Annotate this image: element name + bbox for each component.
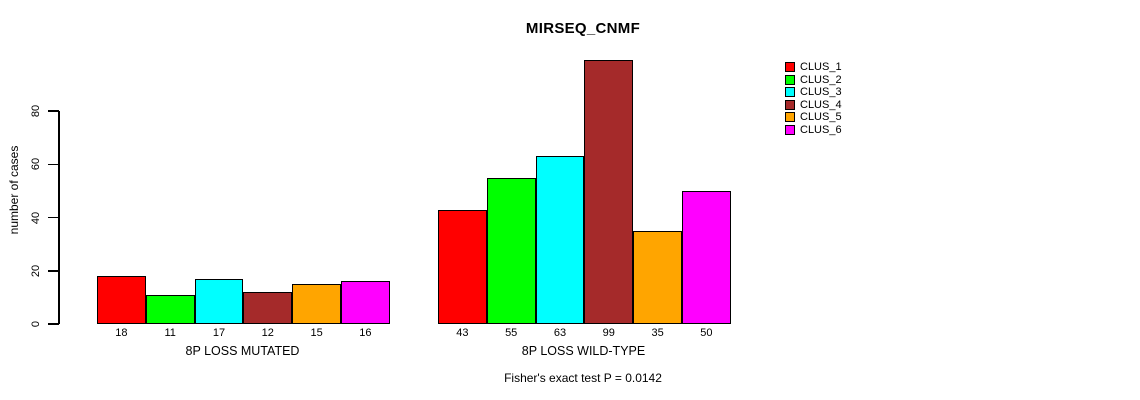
bar-value-label: 15 [310,327,323,339]
legend-row: CLUS_5 [785,111,842,124]
y-tick-mark [48,323,59,325]
legend-row: CLUS_1 [785,61,842,74]
legend-label: CLUS_1 [800,61,842,74]
y-tick-mark [48,270,59,272]
bar-clus_1-group2 [438,209,487,324]
bar-value-label: 50 [700,327,713,339]
bar-value-label: 99 [602,327,615,339]
bar-clus_2-group2 [486,177,536,324]
bar-clus_1-group1 [97,276,146,324]
bar-clus_3-group2 [535,156,585,324]
bar-value-label: 18 [115,327,128,339]
group-label-mutated: 8P LOSS MUTATED [185,344,300,358]
chart-title: MIRSEQ_CNMF [525,20,641,37]
bar-clus_3-group1 [194,278,244,324]
bar-clus_4-group2 [584,60,634,324]
legend-row: CLUS_4 [785,99,842,112]
y-tick-mark [48,163,59,165]
legend-swatch [785,87,795,98]
legend-label: CLUS_2 [800,73,842,86]
bar-value-label: 12 [261,327,274,339]
legend-label: CLUS_3 [800,86,842,99]
bar-value-label: 63 [553,327,567,339]
bar-clus_2-group1 [145,294,195,324]
y-axis-label: number of cases [7,145,21,235]
legend-label: CLUS_5 [800,111,842,124]
legend-swatch [785,112,795,123]
y-tick-mark [48,110,59,112]
legend-swatch [785,124,795,135]
bar-value-label: 55 [505,327,518,339]
legend-row: CLUS_6 [785,124,842,137]
bar-clus_4-group1 [243,292,293,324]
legend-row: CLUS_2 [785,74,842,87]
legend-swatch [785,99,795,110]
y-tick-label: 60 [30,158,42,171]
legend-swatch [785,62,795,73]
legend-label: CLUS_4 [800,98,842,111]
legend-row: CLUS_3 [785,86,842,99]
bar-value-label: 43 [456,327,469,339]
bar-value-label: 16 [359,327,372,339]
y-tick-label: 80 [30,104,42,118]
y-tick-label: 40 [30,211,42,224]
bar-clus_6-group2 [682,190,731,324]
bar-value-label: 17 [212,327,226,339]
y-tick-label: 0 [30,320,42,328]
fisher-test-annotation: Fisher's exact test P = 0.0142 [504,371,662,385]
legend-swatch [785,74,795,85]
y-tick-mark [48,216,59,219]
bar-clus_5-group2 [633,230,682,324]
legend: CLUS_1 CLUS_2 CLUS_3 CLUS_4 CLUS_5 CLUS_6 [785,61,842,136]
bar-value-label: 11 [164,327,176,339]
bar-clus_5-group1 [292,284,341,324]
bar-clus_6-group1 [341,281,390,324]
y-tick-label: 20 [30,264,42,277]
bar-value-label: 35 [651,327,664,339]
group-label-wild-type: 8P LOSS WILD-TYPE [521,344,646,358]
legend-label: CLUS_6 [800,123,842,136]
